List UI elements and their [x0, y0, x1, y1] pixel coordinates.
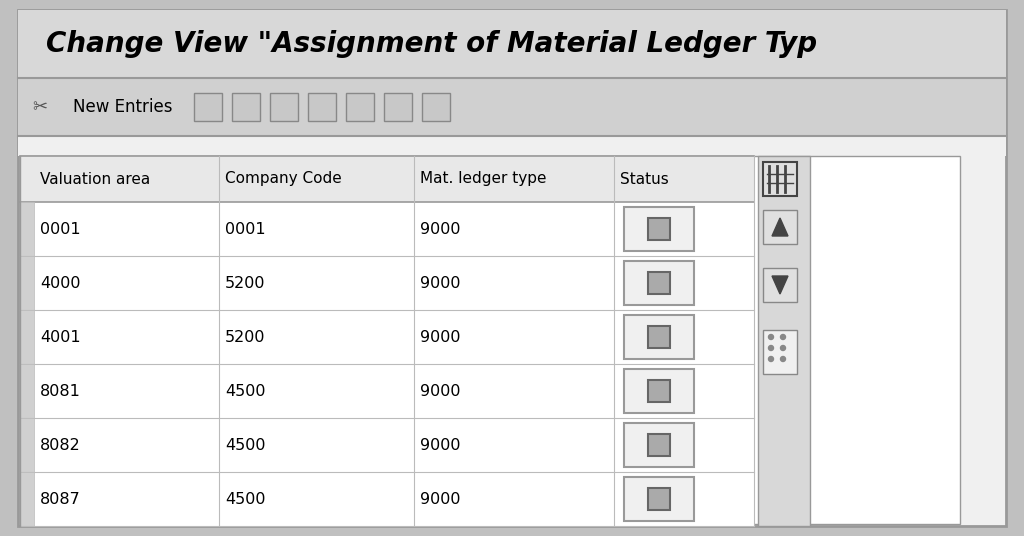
Circle shape — [768, 334, 773, 339]
Bar — [624, 369, 694, 413]
Text: 9000: 9000 — [420, 276, 461, 291]
Bar — [194, 93, 222, 121]
Bar — [20, 364, 34, 418]
Bar — [763, 268, 797, 302]
Bar — [648, 488, 670, 510]
Bar — [18, 78, 1006, 136]
Bar — [20, 256, 34, 310]
Text: 4500: 4500 — [225, 492, 265, 507]
Bar — [270, 93, 298, 121]
Text: Company Code: Company Code — [225, 172, 342, 187]
Bar — [614, 418, 754, 472]
Text: Status: Status — [620, 172, 669, 187]
Bar — [20, 364, 754, 418]
Bar — [648, 272, 670, 294]
Bar — [232, 93, 260, 121]
Text: 0001: 0001 — [40, 221, 81, 236]
Bar — [614, 256, 754, 310]
Circle shape — [768, 346, 773, 351]
Text: 8081: 8081 — [40, 383, 81, 398]
Bar — [384, 93, 412, 121]
Bar — [18, 136, 1006, 156]
Text: Mat. ledger type: Mat. ledger type — [420, 172, 547, 187]
Bar — [763, 210, 797, 244]
Text: 5200: 5200 — [225, 330, 265, 345]
Bar — [422, 93, 450, 121]
Bar — [308, 93, 336, 121]
Text: 8087: 8087 — [40, 492, 81, 507]
Bar — [20, 310, 754, 364]
Circle shape — [768, 356, 773, 361]
Bar — [20, 202, 34, 256]
Bar — [20, 418, 34, 472]
Bar — [614, 310, 754, 364]
Text: 9000: 9000 — [420, 383, 461, 398]
Text: 5200: 5200 — [225, 276, 265, 291]
Bar — [648, 380, 670, 402]
Bar — [20, 156, 961, 524]
Bar — [614, 472, 754, 526]
Bar — [20, 418, 754, 472]
Bar — [18, 10, 1006, 78]
Bar — [614, 364, 754, 418]
Bar — [648, 326, 670, 348]
Bar — [624, 207, 694, 251]
Polygon shape — [772, 218, 788, 236]
Bar — [648, 218, 670, 240]
Bar — [624, 315, 694, 359]
Bar — [763, 330, 797, 374]
Circle shape — [780, 346, 785, 351]
Text: Valuation area: Valuation area — [40, 172, 151, 187]
Bar — [758, 156, 810, 526]
Bar — [763, 162, 797, 196]
Text: 4500: 4500 — [225, 437, 265, 452]
Text: 9000: 9000 — [420, 437, 461, 452]
Text: New Entries: New Entries — [73, 98, 172, 116]
Text: ✂: ✂ — [33, 98, 47, 116]
Bar — [20, 202, 754, 256]
Bar — [624, 423, 694, 467]
Bar — [346, 93, 374, 121]
Circle shape — [780, 334, 785, 339]
Text: 9000: 9000 — [420, 221, 461, 236]
Bar — [624, 477, 694, 521]
Text: Change View "Assignment of Material Ledger Typ: Change View "Assignment of Material Ledg… — [46, 30, 817, 58]
Bar — [614, 202, 754, 256]
Text: 4500: 4500 — [225, 383, 265, 398]
Bar — [20, 156, 754, 202]
Bar — [20, 472, 34, 526]
Text: 8082: 8082 — [40, 437, 81, 452]
Text: 4001: 4001 — [40, 330, 81, 345]
Bar — [20, 310, 34, 364]
Text: 4000: 4000 — [40, 276, 81, 291]
Text: 9000: 9000 — [420, 330, 461, 345]
Bar — [20, 472, 754, 526]
Bar — [624, 261, 694, 305]
Polygon shape — [772, 276, 788, 294]
Text: 9000: 9000 — [420, 492, 461, 507]
Bar — [648, 434, 670, 456]
Text: 0001: 0001 — [225, 221, 265, 236]
Bar — [20, 256, 754, 310]
Circle shape — [780, 356, 785, 361]
